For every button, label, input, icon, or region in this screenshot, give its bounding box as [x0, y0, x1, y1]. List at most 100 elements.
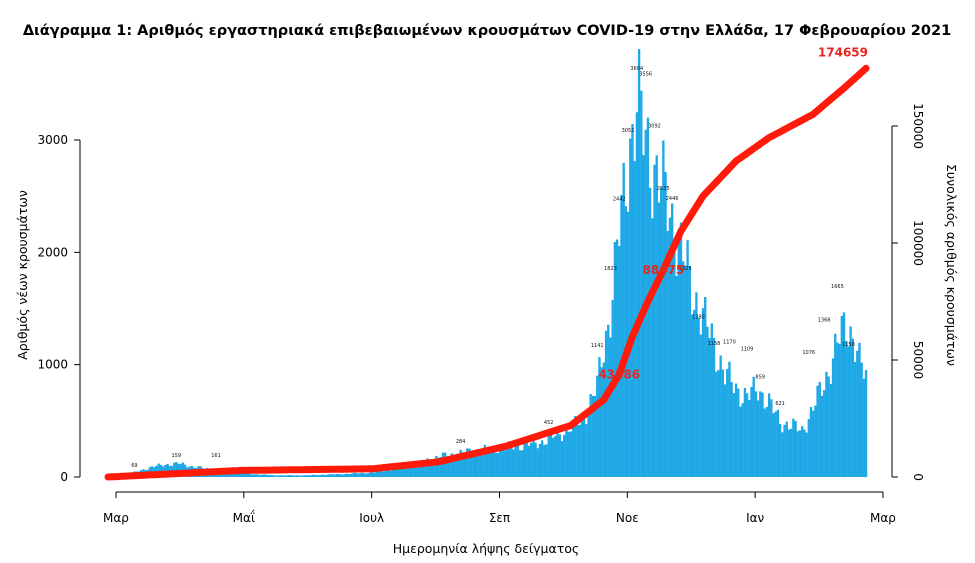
bar: [305, 475, 308, 477]
bar: [831, 358, 835, 477]
bar: [721, 369, 725, 477]
bar: [274, 475, 277, 477]
bar: [684, 265, 687, 477]
bar: [254, 474, 257, 477]
bar: [402, 465, 405, 477]
bar: [814, 405, 817, 477]
bar: [560, 441, 564, 477]
bar-value-label: 2446: [666, 196, 679, 202]
bar: [860, 362, 863, 477]
bar: [538, 443, 542, 477]
bar: [406, 468, 409, 477]
cumulative-series: [104, 64, 870, 481]
bar: [342, 474, 346, 477]
bar: [801, 426, 804, 477]
x-axis: Μαρ Μαΐ Ιουλ Σεπ Νοε Ιαν Μαρ: [103, 492, 896, 525]
bar: [666, 230, 669, 477]
bar: [823, 390, 826, 477]
bar: [662, 140, 665, 477]
bar: [558, 434, 561, 477]
bar: [364, 473, 368, 477]
bar: [578, 424, 581, 477]
bar-value-label: 3092: [648, 124, 661, 130]
bar: [474, 449, 478, 477]
bar: [417, 460, 420, 477]
y2-tick-label: 100000: [911, 220, 925, 266]
bar: [618, 246, 621, 477]
bar: [525, 441, 528, 477]
bar: [470, 454, 473, 477]
bar: [574, 415, 577, 477]
bar-value-label: 3556: [639, 72, 652, 78]
bar: [261, 474, 264, 477]
bar: [693, 309, 696, 477]
bar: [732, 393, 736, 477]
bar: [391, 469, 394, 477]
bar: [247, 473, 251, 477]
bar: [730, 382, 733, 477]
bar: [673, 251, 676, 477]
bar: [239, 472, 242, 477]
bar: [556, 429, 559, 477]
bar: [571, 419, 575, 477]
bar: [232, 471, 235, 477]
x-tick-label: Ιαν: [746, 511, 764, 525]
bar: [446, 456, 449, 477]
bar: [289, 475, 293, 477]
bar: [501, 447, 504, 477]
bar: [466, 448, 469, 477]
bar: [514, 445, 517, 477]
bar: [507, 441, 511, 477]
bar: [640, 90, 643, 477]
bar: [512, 449, 515, 477]
bar: [633, 161, 636, 477]
bar: [433, 458, 436, 477]
bar: [686, 240, 689, 477]
bar: [767, 393, 771, 477]
bar: [677, 234, 680, 477]
bar-value-label: 1665: [831, 284, 844, 290]
bar: [399, 467, 403, 477]
y-tick-label: 2000: [37, 245, 68, 259]
x-axis-label: Ημερομηνία λήψης δείγματος: [393, 541, 580, 556]
bar: [805, 432, 808, 477]
bar: [483, 444, 487, 477]
bar: [754, 391, 758, 477]
bar: [745, 393, 749, 477]
bar: [827, 376, 830, 477]
bar: [245, 473, 249, 477]
bar: [695, 292, 698, 477]
bar-value-label: 1368: [818, 317, 831, 323]
bar: [481, 449, 484, 477]
bar-value-label: 1170: [723, 340, 736, 346]
bar: [792, 418, 795, 477]
bar: [637, 49, 641, 477]
bar-value-label: 2442: [613, 197, 626, 203]
bar: [847, 346, 850, 477]
y2-axis-label: Συνολικός αριθμός κρουσμάτων: [944, 164, 959, 366]
bar: [258, 474, 262, 477]
y2-tick-label: 150000: [911, 103, 925, 149]
bar: [382, 471, 385, 477]
bar: [503, 450, 506, 477]
bar: [316, 475, 319, 477]
bar: [565, 427, 568, 477]
bar: [256, 474, 260, 477]
bar: [655, 155, 658, 477]
bar: [437, 457, 440, 477]
bar: [338, 474, 341, 477]
bar: [472, 454, 476, 477]
bar: [175, 462, 178, 477]
bar: [620, 194, 623, 477]
bar: [276, 475, 279, 477]
y-tick-label: 3000: [37, 133, 68, 147]
bar: [166, 464, 169, 477]
bar: [294, 475, 297, 477]
bar: [756, 400, 760, 477]
bar: [529, 442, 533, 477]
bar: [849, 326, 852, 477]
bar: [252, 474, 255, 477]
bar: [763, 408, 766, 477]
bar: [410, 464, 414, 477]
